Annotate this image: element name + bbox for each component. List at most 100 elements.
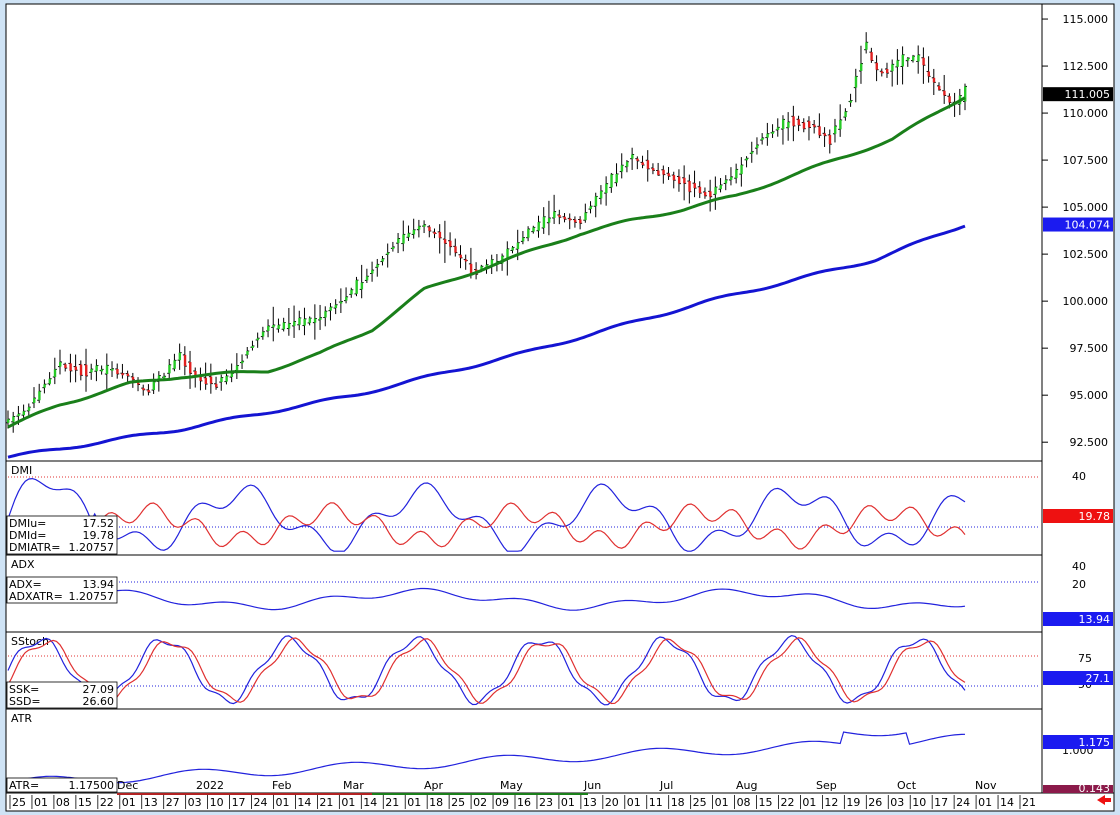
dmi_panel-readout-value: 17.52	[83, 517, 115, 530]
candle-up	[350, 289, 353, 295]
price-tick-label: 115.000	[1063, 13, 1109, 26]
candle-down	[657, 170, 660, 176]
x-day-label: 17	[934, 796, 948, 809]
candle-up	[906, 58, 910, 61]
x-month-label: Jul	[659, 779, 673, 792]
x-month-label: Dec	[117, 779, 138, 792]
x-day-label: 24	[254, 796, 268, 809]
candle-up	[417, 226, 421, 230]
candle-up	[402, 234, 405, 244]
x-month-label: 2022	[196, 779, 224, 792]
x-month-label: Feb	[272, 779, 291, 792]
candle-down	[677, 176, 681, 184]
candle-up	[397, 238, 400, 244]
atr-panel	[5, 708, 1043, 794]
candle-down	[428, 226, 431, 231]
candle-up	[766, 133, 769, 138]
sstoch_panel-readout-box	[6, 681, 118, 709]
candle-up	[490, 259, 494, 267]
candle-up	[365, 276, 369, 281]
x-month-label: Nov	[975, 779, 997, 792]
candle-up	[547, 218, 551, 223]
candle-up	[355, 280, 358, 294]
x-day-label: 21	[319, 796, 333, 809]
atr-indicator: ATR 1.000 1.1750.143	[7, 712, 1113, 795]
candle-up	[163, 376, 166, 379]
atr-badge2: 0.143	[1079, 782, 1111, 795]
candle-up	[313, 318, 317, 323]
candle-up	[839, 119, 842, 130]
candle-up	[168, 364, 171, 374]
adx_panel-readout-value: 1.20757	[69, 590, 115, 603]
candle-up	[334, 304, 338, 309]
candle-up	[293, 321, 296, 326]
candle-up	[220, 377, 223, 383]
scroll-left-arrow-icon[interactable]	[1097, 795, 1111, 805]
candle-up	[605, 183, 608, 194]
x-day-label: 01	[715, 796, 729, 809]
candle-up	[27, 407, 31, 411]
candle-up	[412, 229, 416, 235]
candle-up	[256, 338, 260, 341]
candle-down	[209, 376, 213, 384]
dmi_panel-readout-value: 1.20757	[69, 541, 115, 554]
candle-up	[594, 196, 598, 207]
price-tick-label: 100.000	[1063, 295, 1109, 308]
sstoch-indicator: SStoch 75 50 27.1	[7, 634, 1113, 707]
candle-up	[542, 216, 546, 228]
candle-up	[225, 376, 228, 382]
adx_panel-readout-box	[6, 576, 118, 604]
candle-up	[241, 361, 244, 364]
price-panel	[5, 3, 1043, 462]
price-tick-label: 97.500	[1070, 342, 1109, 355]
candle-up	[844, 111, 847, 118]
x-day-label: 26	[868, 796, 882, 809]
candle-down	[568, 218, 572, 221]
candle-up	[854, 76, 858, 88]
x-day-label: 12	[824, 796, 838, 809]
candle-up	[532, 227, 535, 232]
candle-down	[813, 124, 816, 127]
candle-up	[230, 373, 234, 378]
x-day-label: 01	[802, 796, 816, 809]
candle-down	[885, 69, 889, 74]
candle-up	[111, 368, 114, 371]
candle-down	[199, 376, 202, 381]
candle-down	[454, 246, 457, 253]
x-day-label: 25	[12, 796, 26, 809]
candle-up	[287, 323, 291, 329]
atr_panel-readout-box	[6, 777, 118, 793]
candle-up	[246, 351, 249, 355]
ma-slow-badge: 104.074	[1065, 219, 1111, 232]
candle-down	[126, 373, 130, 376]
candle-up	[381, 258, 384, 262]
candle-down	[823, 133, 826, 136]
candlestick-series	[6, 32, 967, 433]
candle-up	[90, 369, 93, 373]
candle-down	[807, 121, 811, 128]
candle-down	[693, 183, 696, 189]
candle-down	[449, 240, 452, 247]
sstoch-badge: 27.1	[1086, 672, 1111, 685]
x-day-label: 08	[737, 796, 751, 809]
candle-up	[485, 264, 488, 268]
sstoch-badge-bg	[1043, 671, 1113, 685]
x-day-label: 01	[627, 796, 641, 809]
ma-slow-badge-bg	[1043, 217, 1113, 232]
candle-down	[579, 219, 582, 224]
candle-up	[625, 161, 629, 167]
dmi-minus-line	[7, 502, 966, 550]
x-day-label: 16	[517, 796, 531, 809]
x-day-label: 02	[473, 796, 487, 809]
x-day-label: 01	[122, 796, 136, 809]
sstoch_panel-readout-label: SSK=	[9, 683, 39, 696]
x-day-label: 24	[956, 796, 970, 809]
candle-down	[215, 383, 218, 388]
atr-label: ATR	[11, 712, 32, 725]
candle-down	[698, 186, 702, 194]
x-month-label: Mar	[343, 779, 364, 792]
adx-badge: 13.94	[1079, 613, 1111, 626]
y-axis-column	[1041, 3, 1115, 794]
candle-down	[459, 254, 462, 258]
